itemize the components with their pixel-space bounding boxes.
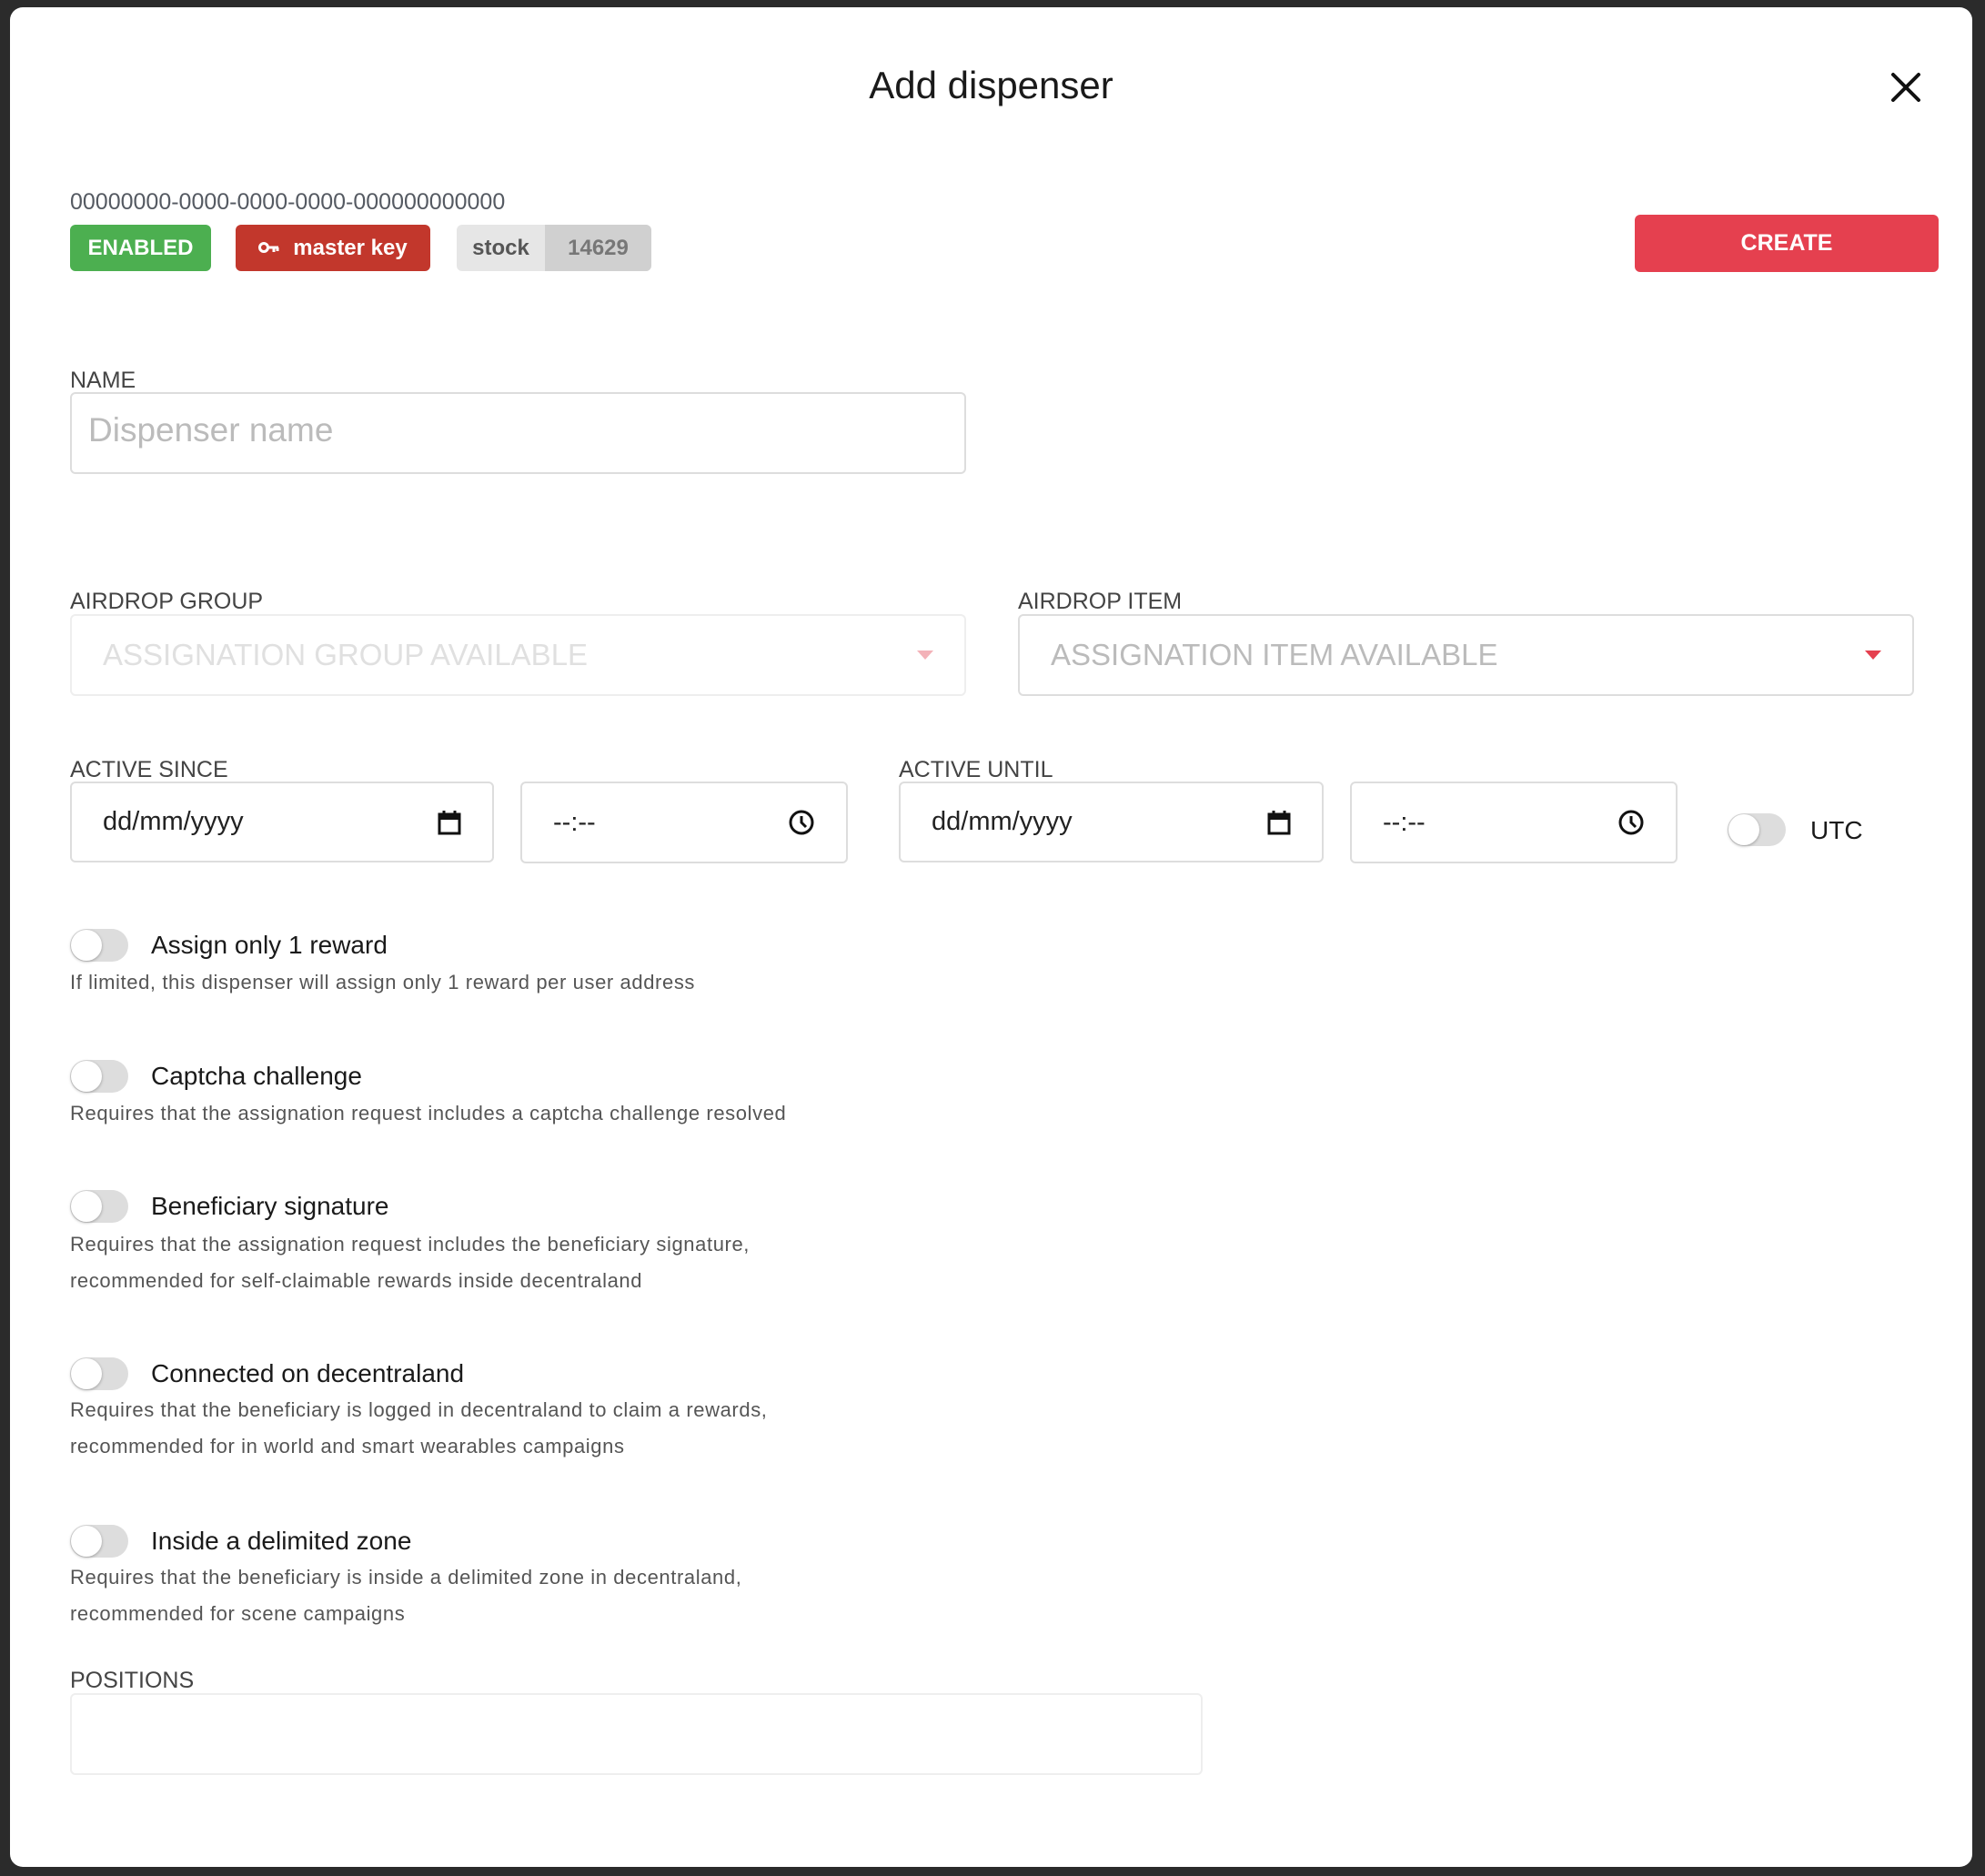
utc-toggle[interactable]	[1728, 813, 1786, 846]
delimited-zone-toggle[interactable]	[70, 1525, 128, 1558]
desc-line: recommended for scene campaigns	[70, 1602, 406, 1625]
option-description: Requires that the assignation request in…	[70, 1226, 750, 1299]
airdrop-item-select[interactable]: ASSIGNATION ITEM AVAILABLE	[1018, 614, 1914, 696]
time-value: --:--	[553, 807, 596, 837]
desc-line: Requires that the assignation request in…	[70, 1233, 751, 1256]
option-label: Assign only 1 reward	[151, 931, 388, 959]
desc-line: Requires that the beneficiary is inside …	[70, 1566, 742, 1589]
desc-line: recommended for self-claimable rewards i…	[70, 1269, 643, 1292]
airdrop-group-label: AIRDROP GROUP	[70, 589, 264, 614]
beneficiary-signature-toggle[interactable]	[70, 1190, 128, 1223]
desc-line: If limited, this dispenser will assign o…	[70, 971, 696, 993]
caret-down-icon	[917, 651, 933, 660]
option-label: Beneficiary signature	[151, 1192, 389, 1220]
modal-title: Add dispenser	[869, 64, 1113, 106]
calendar-icon[interactable]	[438, 810, 461, 835]
add-dispenser-modal: Add dispenser 00000000-0000-0000-0000-00…	[10, 7, 1972, 1867]
active-until-time-input[interactable]: --:--	[1350, 782, 1678, 863]
caret-down-icon	[1865, 651, 1881, 660]
utc-label: UTC	[1810, 816, 1863, 844]
option-label: Inside a delimited zone	[151, 1527, 412, 1555]
desc-line: Requires that the beneficiary is logged …	[70, 1398, 768, 1421]
stock-label: stock	[472, 235, 529, 260]
desc-line: recommended for in world and smart weara…	[70, 1435, 625, 1457]
close-icon[interactable]	[1886, 67, 1926, 107]
clock-icon[interactable]	[1617, 809, 1645, 836]
stock-value: 14629	[545, 225, 651, 271]
time-value: --:--	[1383, 807, 1426, 837]
create-button[interactable]: CREATE	[1635, 215, 1939, 272]
dispenser-id: 00000000-0000-0000-0000-000000000000	[70, 189, 506, 215]
airdrop-group-value: ASSIGNATION GROUP AVAILABLE	[103, 638, 589, 671]
name-label: NAME	[70, 368, 136, 393]
option-description: Requires that the beneficiary is inside …	[70, 1559, 741, 1632]
option-description: If limited, this dispenser will assign o…	[70, 964, 695, 1001]
date-value: dd/mm/yyyy	[932, 807, 1073, 836]
airdrop-item-label: AIRDROP ITEM	[1018, 589, 1183, 614]
key-icon	[258, 241, 279, 253]
desc-line: Requires that the assignation request in…	[70, 1102, 787, 1125]
option-description: Requires that the beneficiary is logged …	[70, 1392, 768, 1465]
master-key-badge: master key	[236, 225, 430, 271]
connected-decentraland-toggle[interactable]	[70, 1357, 128, 1390]
airdrop-item-value: ASSIGNATION ITEM AVAILABLE	[1051, 638, 1498, 671]
calendar-icon[interactable]	[1267, 810, 1291, 835]
option-description: Requires that the assignation request in…	[70, 1095, 786, 1132]
option-label: Captcha challenge	[151, 1062, 362, 1090]
active-until-date-input[interactable]: dd/mm/yyyy	[899, 782, 1324, 862]
positions-label: POSITIONS	[70, 1668, 195, 1693]
name-input[interactable]	[70, 392, 966, 474]
active-since-label: ACTIVE SINCE	[70, 757, 228, 782]
assign-one-reward-toggle[interactable]	[70, 929, 128, 962]
date-value: dd/mm/yyyy	[103, 807, 244, 836]
positions-input[interactable]	[70, 1693, 1203, 1775]
stock-badge: stock 14629	[457, 225, 651, 271]
master-key-label: master key	[293, 235, 408, 260]
option-label: Connected on decentraland	[151, 1359, 465, 1387]
clock-icon[interactable]	[788, 809, 815, 836]
status-badge: ENABLED	[70, 225, 211, 271]
active-until-label: ACTIVE UNTIL	[899, 757, 1053, 782]
active-since-date-input[interactable]: dd/mm/yyyy	[70, 782, 494, 862]
active-since-time-input[interactable]: --:--	[520, 782, 848, 863]
airdrop-group-select[interactable]: ASSIGNATION GROUP AVAILABLE	[70, 614, 966, 696]
captcha-challenge-toggle[interactable]	[70, 1060, 128, 1093]
